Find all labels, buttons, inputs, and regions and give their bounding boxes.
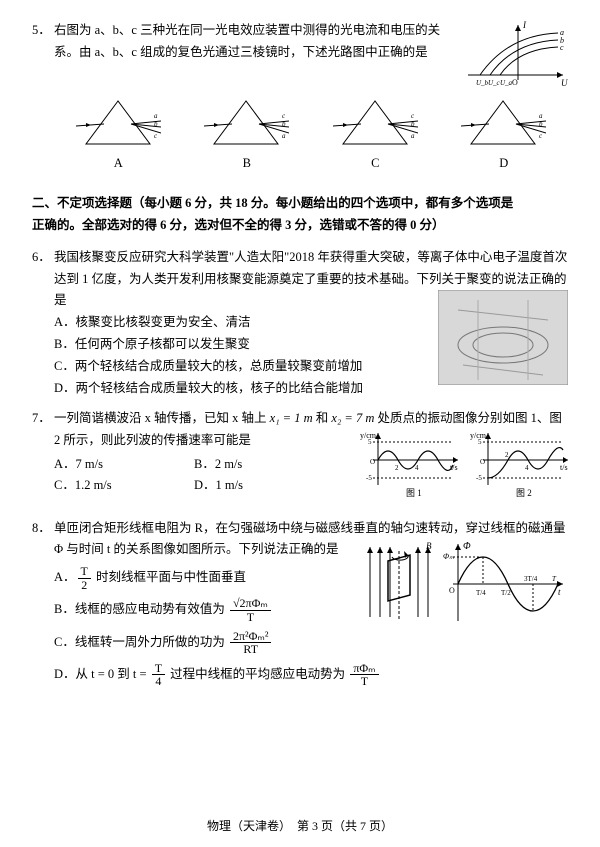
iv-x-label: U xyxy=(561,78,568,88)
q8-body: 单匝闭合矩形线框电阻为 R，在匀强磁场中绕与磁感线垂直的轴匀速转动，穿过线框的磁… xyxy=(54,518,568,689)
svg-text:t: t xyxy=(558,587,561,597)
q7-wave-figures: y/cm t/s O 5 -5 2 4 图 1 y/cm xyxy=(358,430,568,510)
svg-text:a: a xyxy=(411,132,415,140)
iv-curve-c: c xyxy=(560,43,564,52)
q5-number: 5． xyxy=(32,20,54,179)
question-5: 5． U I O a b c U_b U_c U_a 右图为 a、b、c 三种光… xyxy=(32,20,568,179)
svg-text:-5: -5 xyxy=(366,474,372,482)
q8-option-d: D．从 t = 0 到 t = T4 过程中线框的平均感应电动势为 πΦₘT xyxy=(54,662,568,688)
svg-text:图 1: 图 1 xyxy=(406,488,422,498)
svg-text:b: b xyxy=(282,120,286,128)
q7-option-b: B．2 m/s xyxy=(194,454,314,476)
svg-text:c: c xyxy=(282,112,286,120)
q6-number: 6． xyxy=(32,247,54,400)
svg-text:4: 4 xyxy=(415,464,419,472)
q5-stem: 右图为 a、b、c 三种光在同一光电效应装置中测得的光电流和电压的关系。由 a、… xyxy=(54,23,440,59)
q7-option-a: A．7 m/s xyxy=(54,454,174,476)
page-footer: 物理（天津卷） 第 3 页（共 7 页） xyxy=(0,816,600,837)
svg-text:Φ: Φ xyxy=(463,541,471,552)
svg-text:t/s: t/s xyxy=(560,463,568,472)
q8-figures: B Φ t O Φₘ xyxy=(358,539,568,629)
svg-text:O: O xyxy=(480,458,485,466)
iv-origin: O xyxy=(512,78,518,87)
q5-body: U I O a b c U_b U_c U_a 右图为 a、b、c 三种光在同一… xyxy=(54,20,568,179)
svg-text:O: O xyxy=(449,586,455,595)
q5-option-a-label: A xyxy=(73,153,163,175)
q5-option-c: a b c C xyxy=(330,96,420,175)
svg-text:a: a xyxy=(539,112,543,120)
q5-option-d-label: D xyxy=(459,153,549,175)
svg-text:5: 5 xyxy=(368,438,372,446)
q7-stem-a: 一列简谐横波沿 x 轴传播，已知 x 轴上 xyxy=(54,411,270,425)
q5-option-b: c b a B xyxy=(202,96,292,175)
svg-text:c: c xyxy=(154,132,158,140)
svg-text:4: 4 xyxy=(525,464,529,472)
q7-option-c: C．1.2 m/s xyxy=(54,475,174,497)
svg-text:a: a xyxy=(282,132,286,140)
q5-prism-options: a b c A c b a B xyxy=(54,96,568,175)
q7-eq2: x₂ = 7 m xyxy=(331,411,374,425)
svg-text:2: 2 xyxy=(395,464,399,472)
q6-body: 我国核聚变反应研究大科学装置"人造太阳"2018 年获得重大突破，等离子体中心电… xyxy=(54,247,568,400)
iv-tick-ub: U_b xyxy=(476,79,489,87)
svg-text:c: c xyxy=(411,112,415,120)
section-2-heading: 二、不定项选择题（每小题 6 分，共 18 分。每小题给出的四个选项中，都有多个… xyxy=(32,193,568,237)
q6-photo xyxy=(438,290,568,393)
section-2-line2: 正确的。全部选对的得 6 分，选对但不全的得 3 分，选错或不答的得 0 分） xyxy=(32,218,445,232)
q5-option-c-label: C xyxy=(330,153,420,175)
svg-text:T/4: T/4 xyxy=(476,589,486,597)
svg-text:3T/4: 3T/4 xyxy=(524,575,538,583)
q7-eq1: x₁ = 1 m xyxy=(270,411,313,425)
svg-text:a: a xyxy=(154,112,158,120)
svg-text:O: O xyxy=(370,458,375,466)
q7-body: 一列简谐横波沿 x 轴传播，已知 x 轴上 x₁ = 1 m 和 x₂ = 7 … xyxy=(54,408,568,510)
q5-option-d: c b a D xyxy=(459,96,549,175)
svg-text:图 2: 图 2 xyxy=(516,488,532,498)
q8-option-c: C．线框转一周外力所做的功为 2π²Φₘ²RT xyxy=(54,630,568,656)
q8-coil-figure: B xyxy=(358,539,438,629)
question-6: 6． 我国核聚变反应研究大科学装置"人造太阳"2018 年获得重大突破，等离子体… xyxy=(32,247,568,400)
iv-curve-graph: U I O a b c U_b U_c U_a xyxy=(458,20,568,90)
iv-tick-ua: U_a xyxy=(500,79,513,87)
q8-number: 8． xyxy=(32,518,54,689)
q5-option-b-label: B xyxy=(202,153,292,175)
section-2-line1: 二、不定项选择题（每小题 6 分，共 18 分。每小题给出的四个选项中，都有多个… xyxy=(32,196,513,210)
svg-text:T/2: T/2 xyxy=(501,589,511,597)
svg-text:-5: -5 xyxy=(476,474,482,482)
svg-text:b: b xyxy=(154,120,158,128)
iv-tick-uc: U_c xyxy=(488,79,501,87)
svg-text:2: 2 xyxy=(505,451,509,459)
question-8: 8． 单匝闭合矩形线框电阻为 R，在匀强磁场中绕与磁感线垂直的轴匀速转动，穿过线… xyxy=(32,518,568,689)
q7-number: 7． xyxy=(32,408,54,510)
svg-text:T: T xyxy=(552,575,557,583)
svg-text:c: c xyxy=(539,132,543,140)
question-7: 7． 一列简谐横波沿 x 轴传播，已知 x 轴上 x₁ = 1 m 和 x₂ =… xyxy=(32,408,568,510)
q7-mid: 和 xyxy=(313,411,332,425)
q8-phi-graph: Φ t O Φₘ T/4 T/2 3T/4 T xyxy=(438,539,568,629)
svg-text:Φₘ: Φₘ xyxy=(443,552,454,561)
q7-option-d: D．1 m/s xyxy=(194,475,314,497)
iv-y-label: I xyxy=(522,20,527,30)
svg-text:5: 5 xyxy=(478,438,482,446)
q5-option-a: a b c A xyxy=(73,96,163,175)
